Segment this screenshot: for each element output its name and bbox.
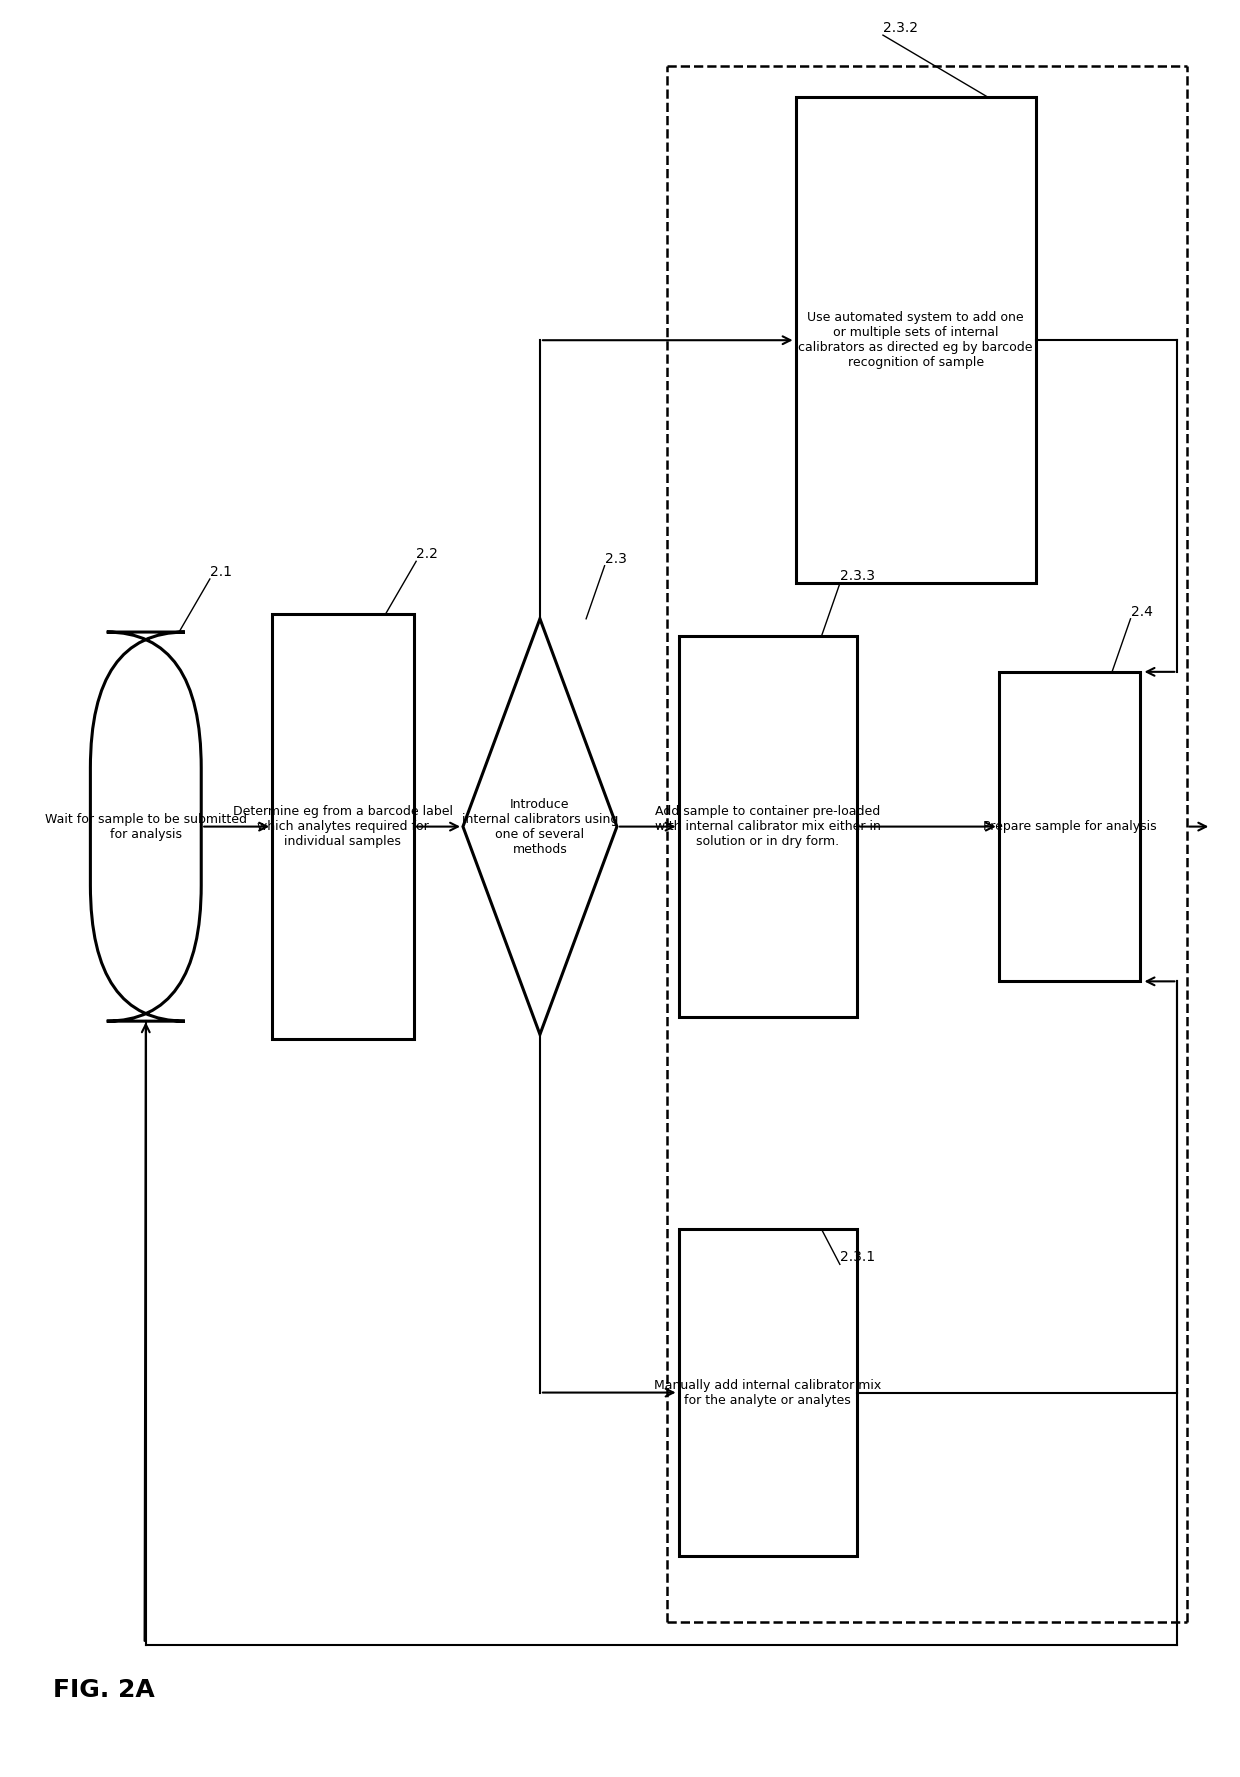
Bar [272, 615, 414, 1040]
Bar [796, 98, 1035, 583]
Text: 2.2: 2.2 [417, 547, 438, 562]
Text: 2.3.2: 2.3.2 [883, 21, 918, 36]
Text: Manually add internal calibrator mix
for the analyte or analytes: Manually add internal calibrator mix for… [655, 1379, 882, 1407]
Text: Wait for sample to be submitted
for analysis: Wait for sample to be submitted for anal… [45, 812, 247, 841]
Text: 2.4: 2.4 [1131, 604, 1152, 618]
Polygon shape [463, 618, 618, 1034]
Text: 2.3.1: 2.3.1 [839, 1251, 875, 1265]
Text: 2.1: 2.1 [210, 565, 232, 579]
Text: 2.3.3: 2.3.3 [839, 569, 875, 583]
Text: FIG. 2A: FIG. 2A [53, 1677, 155, 1702]
Bar [678, 636, 857, 1016]
Bar [998, 672, 1141, 981]
Text: Determine eg from a barcode label
which analytes required for
individual samples: Determine eg from a barcode label which … [233, 805, 453, 848]
Text: Use automated system to add one
or multiple sets of internal
calibrators as dire: Use automated system to add one or multi… [799, 311, 1033, 370]
FancyBboxPatch shape [91, 633, 201, 1022]
Bar [678, 1230, 857, 1557]
Text: 2.3: 2.3 [605, 551, 626, 565]
Text: Add sample to container pre-loaded
with internal calibrator mix either in
soluti: Add sample to container pre-loaded with … [655, 805, 880, 848]
Text: Prepare sample for analysis: Prepare sample for analysis [983, 821, 1157, 833]
Text: Introduce
internal calibrators using
one of several
methods: Introduce internal calibrators using one… [461, 798, 618, 855]
